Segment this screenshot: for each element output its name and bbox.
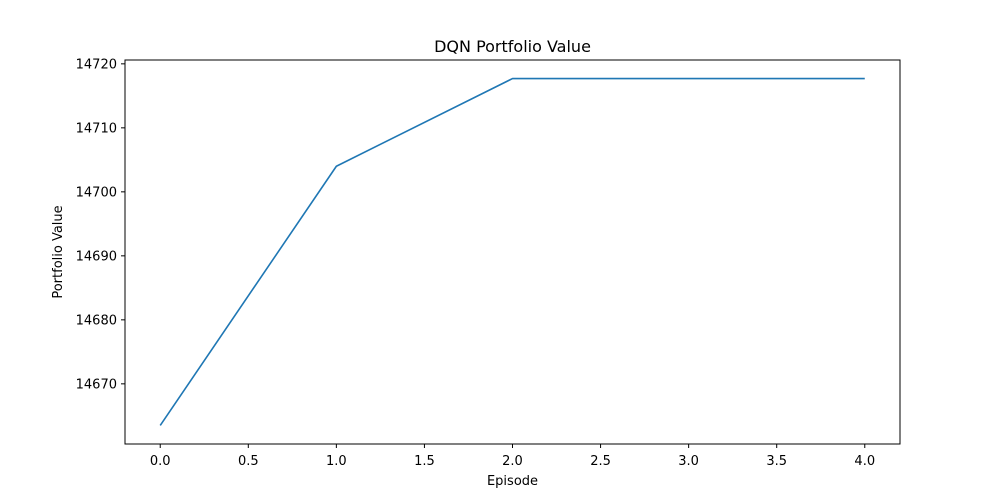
x-axis-label: Episode [487,474,538,489]
series-line [159,77,865,426]
y-tick-label: 14680 [76,313,117,328]
x-tick-label: 3.5 [766,454,787,469]
x-axis-ticks: 0.0 0.5 1.0 1.5 2.0 2.5 3.0 3.5 4.0 [150,444,875,469]
x-tick-label: 1.0 [326,454,347,469]
series-layer [159,77,865,426]
axes-frame [124,59,901,445]
x-tick-label: 4.0 [854,454,875,469]
y-tick-label: 14710 [76,121,117,136]
x-tick-label: 1.5 [414,454,435,469]
y-axis-ticks: 14670 14680 14690 14700 14710 14720 [76,57,125,392]
x-tick-label: 3.0 [678,454,699,469]
x-tick-label: 2.5 [590,454,611,469]
y-tick-label: 14690 [76,249,117,264]
x-tick-label: 0.5 [238,454,259,469]
y-tick-label: 14720 [76,57,117,72]
chart-title: DQN Portfolio Value [434,37,591,56]
x-tick-label: 0.0 [150,454,171,469]
y-tick-label: 14670 [76,377,117,392]
y-axis-label: Portfolio Value [51,205,66,298]
y-tick-label: 14700 [76,185,117,200]
x-tick-label: 2.0 [502,454,523,469]
